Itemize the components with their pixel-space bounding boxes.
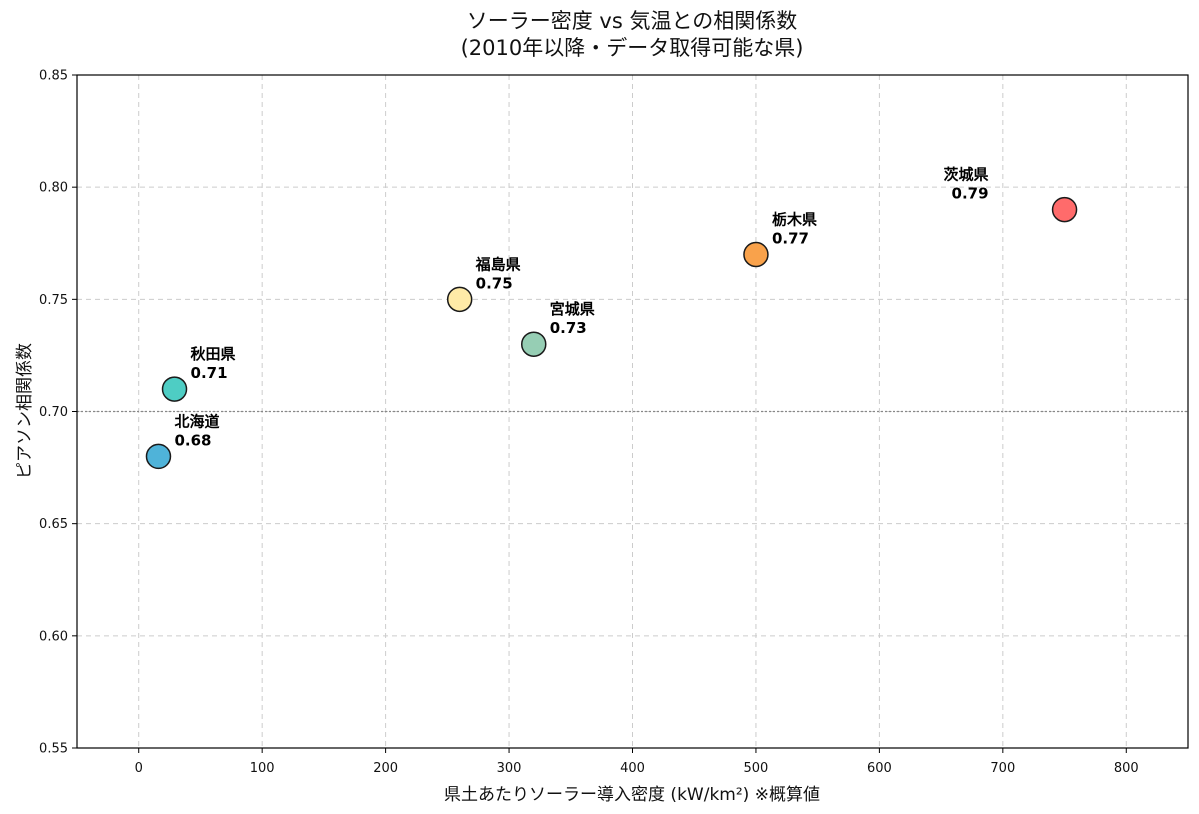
point-value-label: 0.79	[952, 185, 989, 203]
point-value-label: 0.71	[191, 364, 228, 382]
y-tick-label: 0.85	[39, 69, 68, 84]
data-point	[145, 443, 172, 470]
point-name-label: 秋田県	[191, 345, 236, 363]
x-tick-label: 800	[1114, 761, 1139, 776]
chart-title-line1: ソーラー密度 vs 気温との相関係数	[467, 9, 798, 33]
y-axis-label: ピアソン相関係数	[15, 343, 35, 479]
point-name-label: 北海道	[174, 412, 219, 430]
x-tick-label: 400	[620, 761, 645, 776]
y-tick-label: 0.70	[39, 405, 68, 420]
y-tick-label: 0.75	[39, 293, 68, 308]
y-tick-label: 0.55	[39, 742, 68, 757]
x-tick-label: 200	[373, 761, 398, 776]
point-name-label: 茨城県	[944, 166, 989, 184]
x-axis-label: 県土あたりソーラー導入密度 (kW/km²) ※概算値	[444, 785, 820, 805]
point-value-label: 0.68	[174, 431, 211, 449]
x-tick-label: 700	[990, 761, 1015, 776]
y-tick-label: 0.60	[39, 629, 68, 644]
point-value-label: 0.73	[550, 319, 587, 337]
point-value-label: 0.77	[772, 229, 809, 247]
x-tick-label: 300	[497, 761, 522, 776]
data-point	[161, 376, 188, 402]
x-tick-label: 0	[135, 761, 143, 776]
y-tick-label: 0.80	[39, 181, 68, 196]
point-name-label: 福島県	[475, 255, 521, 273]
data-point	[1051, 196, 1078, 223]
point-name-label: 栃木県	[772, 210, 817, 228]
y-tick-label: 0.65	[39, 517, 68, 532]
x-tick-label: 100	[250, 761, 275, 776]
data-point	[446, 286, 473, 313]
x-tick-label: 600	[867, 761, 892, 776]
data-point	[743, 241, 769, 268]
point-value-label: 0.75	[476, 274, 513, 292]
point-name-label: 宮城県	[550, 300, 595, 318]
chart-title-line2: (2010年以降・データ取得可能な県)	[461, 36, 804, 60]
data-point	[520, 331, 547, 357]
x-axis-ticks: 0 100 200 300 400 500 600 700 800	[135, 748, 1139, 776]
x-tick-label: 500	[744, 761, 769, 776]
y-axis-ticks: 0.55 0.60 0.65 0.70 0.75 0.80 0.85	[39, 69, 77, 757]
